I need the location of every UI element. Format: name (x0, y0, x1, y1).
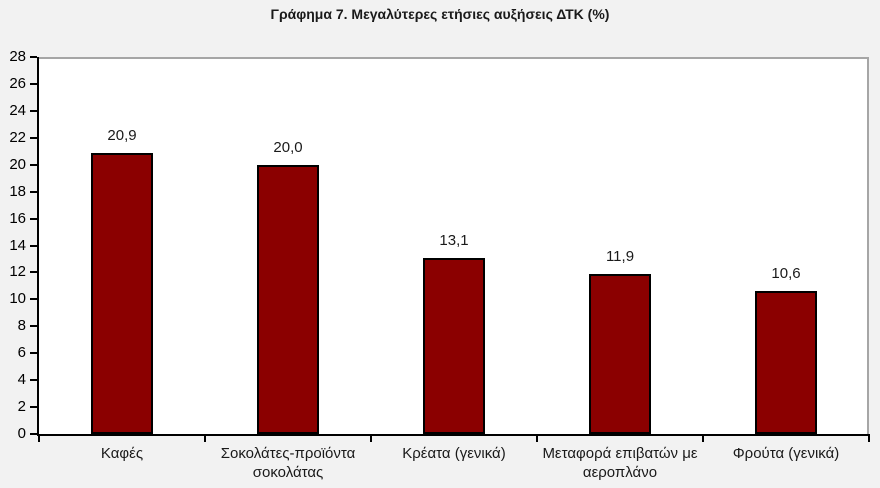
y-axis-tick (30, 325, 37, 328)
bar-value-label: 13,1 (439, 231, 469, 249)
y-axis-label: 22 (9, 128, 26, 146)
bar (755, 291, 817, 434)
y-axis-label: 24 (9, 101, 26, 119)
y-axis-label: 26 (9, 74, 26, 92)
x-axis-tick (204, 434, 206, 442)
y-axis-label: 2 (17, 398, 26, 416)
y-axis-label: 28 (9, 48, 26, 65)
bar (423, 257, 485, 434)
y-axis-label: 8 (17, 317, 26, 335)
x-axis-category-label: Σοκολάτες-προϊόντα σοκολάτας (220, 445, 356, 481)
bar-value-label: 11,9 (605, 247, 635, 265)
y-axis-tick (30, 433, 37, 435)
y-axis-tick (30, 244, 37, 247)
chart-title: Γράφημα 7. Μεγαλύτερες ετήσιες αυξήσεις … (270, 6, 610, 22)
y-axis-tick (30, 298, 37, 301)
x-axis-tick (868, 434, 870, 442)
y-axis-tick (30, 163, 37, 166)
y-axis-label: 20 (9, 155, 26, 173)
y-axis-tick (30, 352, 37, 355)
y-axis-tick (30, 56, 37, 58)
y-axis-label: 14 (9, 236, 26, 254)
bar-value-label: 20,0 (273, 138, 303, 156)
x-axis-category-label: Φρούτα (γενικά) (732, 445, 840, 462)
y-axis-tick (30, 82, 37, 85)
x-axis-tick (536, 434, 538, 442)
x-axis-tick (370, 434, 372, 442)
bar (589, 273, 651, 434)
x-axis-category-label: Μεταφορά επιβατών με αεροπλάνο (542, 445, 698, 481)
x-axis-category-label: Κρέατα (γενικά) (402, 445, 506, 462)
y-axis-label: 4 (17, 371, 26, 389)
y-axis-label: 10 (9, 290, 26, 308)
bar-value-label: 20,9 (107, 126, 137, 144)
y-axis-tick (30, 109, 37, 112)
y-axis-tick (30, 379, 37, 382)
y-axis-label: 6 (17, 344, 26, 362)
y-axis-label: 16 (9, 209, 26, 227)
bar (91, 152, 153, 434)
y-axis-tick (30, 136, 37, 139)
y-axis-line (37, 57, 39, 436)
y-axis-tick (30, 271, 37, 274)
x-axis-category-label: Καφές (100, 445, 144, 462)
y-axis-label: 12 (9, 263, 26, 281)
y-axis-label: 18 (9, 182, 26, 200)
bar-value-label: 10,6 (771, 265, 801, 283)
x-axis-line (37, 434, 869, 436)
y-axis-tick (30, 217, 37, 220)
y-axis-tick (30, 190, 37, 193)
y-axis-tick (30, 406, 37, 409)
y-axis-label: 0 (17, 425, 26, 442)
x-axis-tick (702, 434, 704, 442)
x-axis-tick (38, 434, 40, 442)
bar (257, 164, 319, 434)
